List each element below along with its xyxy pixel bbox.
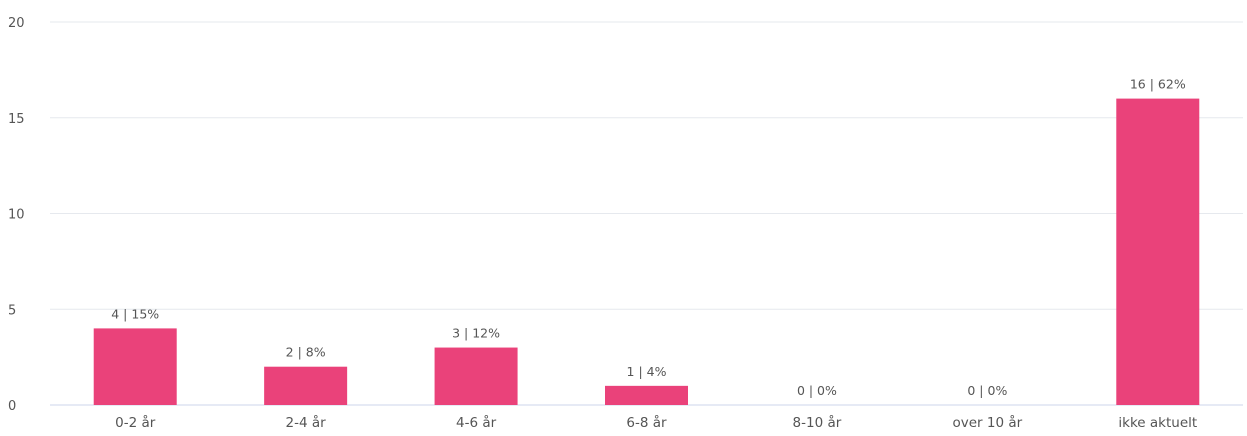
data-label: 4 | 15% (111, 306, 159, 321)
x-tick-label: 4-6 år (456, 414, 497, 431)
x-tick-label: ikke aktuelt (1118, 415, 1197, 431)
data-label: 16 | 62% (1130, 77, 1186, 92)
x-tick-label: 6-8 år (626, 414, 667, 431)
bar (264, 366, 348, 405)
y-tick-label: 15 (8, 112, 25, 127)
data-label: 0 | 0% (797, 383, 837, 398)
data-label: 3 | 12% (452, 326, 500, 341)
x-tick-label: over 10 år (953, 414, 1023, 431)
y-tick-label: 10 (8, 208, 25, 223)
x-tick-label: 2-4 år (286, 414, 327, 431)
x-tick-label: 0-2 år (115, 414, 156, 431)
bar (1116, 98, 1200, 405)
data-label: 0 | 0% (967, 383, 1007, 398)
bar (434, 347, 518, 405)
bar (93, 328, 177, 405)
x-tick-label: 8-10 år (793, 414, 842, 431)
data-label: 1 | 4% (627, 364, 667, 379)
y-tick-label: 20 (8, 16, 25, 31)
y-tick-label: 5 (8, 303, 16, 318)
data-label: 2 | 8% (286, 345, 326, 360)
bar (605, 385, 688, 405)
y-tick-label: 0 (8, 399, 16, 414)
